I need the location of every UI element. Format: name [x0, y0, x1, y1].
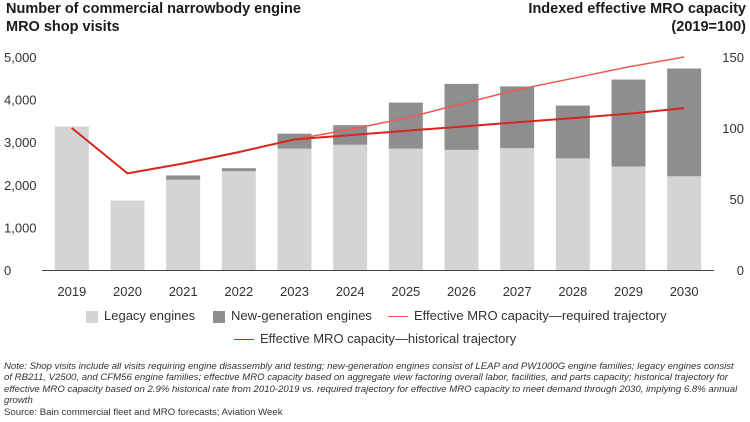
x-tick-label-2019: 2019: [57, 284, 86, 299]
x-tick-label-2027: 2027: [503, 284, 532, 299]
bar-newgen-2026: [444, 83, 479, 150]
bar-newgen-2029: [611, 79, 646, 167]
right-axis-title: Indexed effective MRO capacity (2019=100…: [528, 1, 746, 35]
x-tick-label-2025: 2025: [391, 284, 420, 299]
y-left-tick-label: 5,000: [4, 50, 37, 65]
bar-legacy-2030: [667, 176, 702, 270]
bar-newgen-2022: [221, 168, 256, 172]
x-tick-label-2026: 2026: [447, 284, 476, 299]
line-required-trajectory: [71, 56, 685, 175]
bar-newgen-2025: [388, 102, 423, 149]
y-right-tick-label: 100: [722, 121, 744, 136]
legend-swatch-required: [388, 316, 408, 317]
footnote-source: Source: Bain commercial fleet and MRO fo…: [4, 406, 283, 418]
bar-legacy-2023: [277, 148, 312, 270]
bar-newgen-2028: [555, 105, 590, 159]
x-tick-label-2023: 2023: [280, 284, 309, 299]
bar-legacy-2020: [110, 200, 145, 270]
bar-newgen-2027: [500, 86, 535, 149]
footnote: Note: Shop visits include all visits req…: [4, 361, 744, 418]
legend-label-required: Effective MRO capacity—required trajecto…: [414, 308, 667, 323]
bar-newgen-2030: [667, 68, 702, 177]
chart: 0 1,000 2,000 3,000 4,000 5,000 0 50 100 150 2019 2…: [4, 50, 744, 299]
x-tick-label-2029: 2029: [614, 284, 643, 299]
legend-label-historical: Effective MRO capacity—historical trajec…: [260, 331, 517, 346]
bar-legacy-2029: [611, 166, 646, 270]
footnote-text: Note: Shop visits include all visits req…: [4, 361, 738, 407]
legend-swatch-legacy: [86, 311, 98, 323]
x-tick-label-2030: 2030: [670, 284, 699, 299]
bar-legacy-2027: [500, 148, 535, 270]
legend-swatch-newgen: [213, 311, 225, 323]
y-right-tick-label: 0: [737, 263, 744, 278]
x-tick-label-2020: 2020: [113, 284, 142, 299]
x-tick-label-2021: 2021: [169, 284, 198, 299]
bar-legacy-2026: [444, 149, 479, 270]
y-left-tick-label: 0: [4, 263, 11, 278]
y-left-tick-label: 3,000: [4, 135, 37, 150]
legend-label-legacy: Legacy engines: [104, 308, 196, 323]
left-axis-title: Number of commercial narrowbody engine M…: [6, 1, 301, 35]
bar-newgen-2021: [166, 175, 201, 180]
y-left-tick-label: 1,000: [4, 220, 37, 235]
bar-legacy-2021: [166, 179, 201, 270]
bar-legacy-2019: [54, 126, 89, 270]
legend-swatch-historical: [234, 339, 254, 340]
line-historical-trajectory: [71, 107, 685, 175]
x-tick-label-2024: 2024: [336, 284, 365, 299]
y-right-tick-label: 150: [722, 50, 744, 65]
bar-legacy-2025: [388, 148, 423, 270]
legend-label-newgen: New-generation engines: [231, 308, 372, 323]
bar-legacy-2028: [555, 158, 590, 270]
y-left-tick-label: 2,000: [4, 178, 37, 193]
bar-legacy-2024: [333, 144, 368, 270]
y-left-tick-label: 4,000: [4, 93, 37, 108]
x-tick-label-2022: 2022: [224, 284, 253, 299]
x-tick-label-2028: 2028: [558, 284, 587, 299]
bar-legacy-2022: [221, 171, 256, 270]
y-right-tick-label: 50: [730, 192, 744, 207]
